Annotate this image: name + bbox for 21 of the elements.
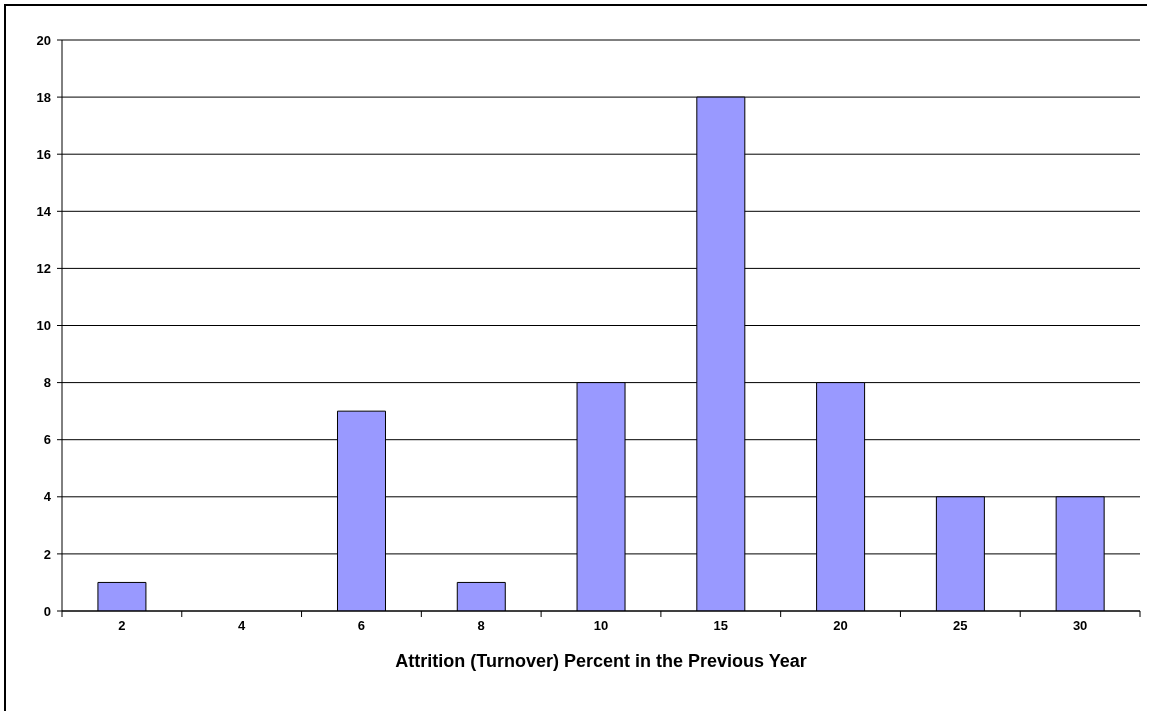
x-tick-label: 8	[477, 618, 485, 633]
y-tick-label: 14	[36, 203, 52, 219]
y-tick-label: 20	[36, 32, 51, 48]
y-tick-label: 10	[36, 318, 51, 334]
x-tick-label: 2	[118, 618, 126, 633]
x-tick-label: 4	[238, 618, 247, 633]
x-tick-label: 10	[593, 618, 609, 633]
x-tick-label: 25	[953, 618, 968, 633]
x-tick-label: 20	[833, 618, 848, 633]
x-tick-label: 6	[357, 618, 366, 633]
x-axis-title: Attrition (Turnover) Percent in the Previous Year	[395, 651, 807, 671]
y-tick-label: 16	[36, 146, 51, 162]
y-tick-label: 8	[43, 375, 51, 391]
y-tick-label: 18	[36, 89, 51, 105]
y-tick-label: 2	[43, 546, 51, 562]
y-tick-label: 12	[36, 261, 51, 277]
x-tick-label: 15	[713, 618, 729, 633]
y-tick-label: 4	[43, 489, 52, 505]
y-tick-label: 6	[43, 432, 51, 448]
y-tick-label: 0	[43, 603, 51, 619]
x-tick-label: 30	[1072, 618, 1088, 633]
